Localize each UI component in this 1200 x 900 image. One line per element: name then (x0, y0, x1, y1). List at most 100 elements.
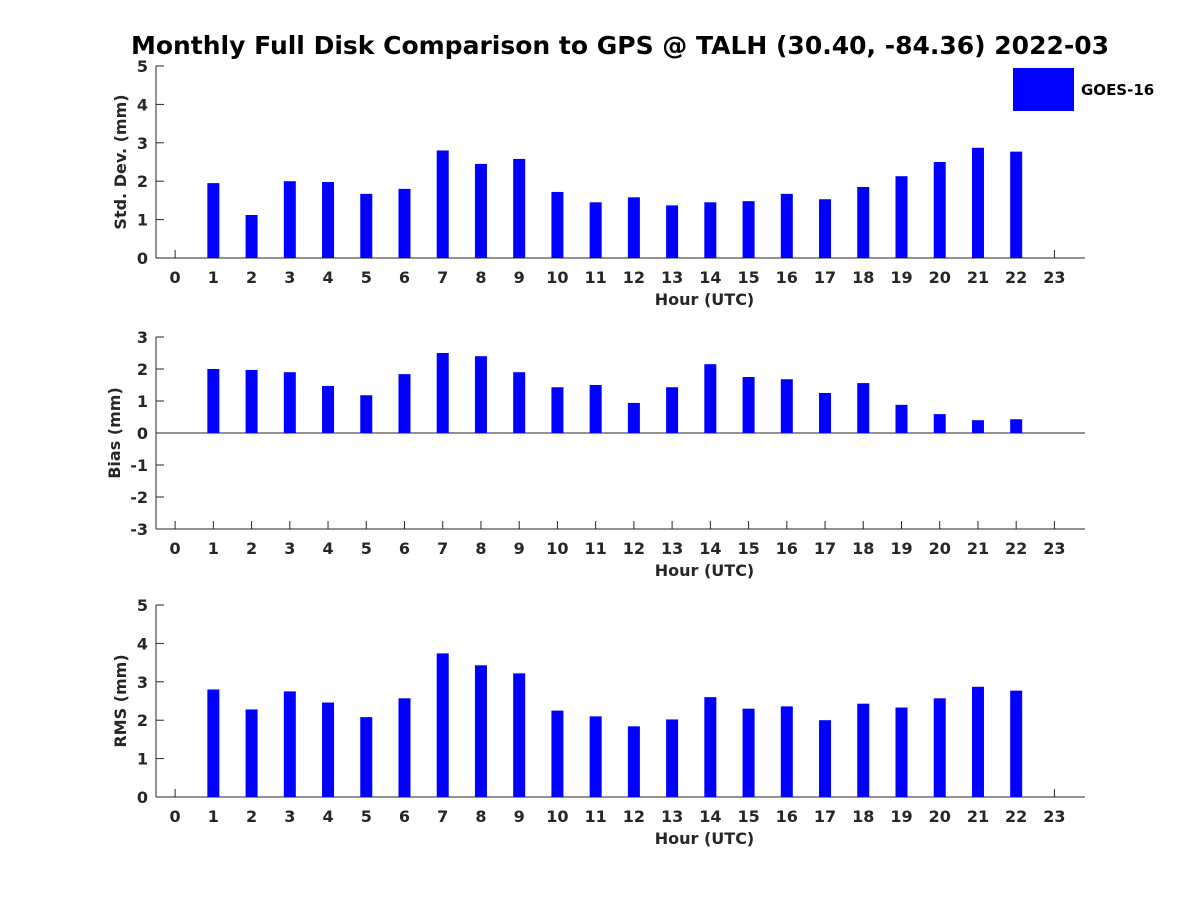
x-tick-label: 6 (399, 539, 410, 558)
bar-hour-17 (819, 199, 832, 258)
bar-hour-21 (971, 147, 984, 258)
x-tick-label: 8 (475, 268, 486, 287)
bar-hour-11 (589, 385, 602, 433)
bar-hour-16 (780, 193, 793, 258)
bar-hour-6 (398, 374, 411, 433)
bar-hour-1 (207, 369, 220, 433)
x-tick-label: 12 (623, 268, 645, 287)
bar-hour-5 (360, 717, 373, 797)
x-tick-label: 21 (967, 807, 989, 826)
x-tick-label: 8 (475, 807, 486, 826)
x-tick-label: 0 (170, 807, 181, 826)
x-tick-label: 21 (967, 539, 989, 558)
x-tick-label: 9 (514, 807, 525, 826)
x-tick-label: 11 (585, 268, 607, 287)
bar-hour-20 (933, 414, 946, 433)
bar-hour-3 (283, 691, 296, 797)
x-tick-label: 20 (929, 807, 951, 826)
x-tick-label: 9 (514, 539, 525, 558)
x-tick-label: 9 (514, 268, 525, 287)
x-tick-label: 16 (776, 539, 798, 558)
bar-hour-8 (474, 163, 487, 258)
bar-hour-12 (627, 402, 640, 433)
x-tick-label: 15 (737, 268, 759, 287)
bar-hour-15 (742, 708, 755, 797)
bar-hour-4 (322, 702, 335, 797)
bar-hour-19 (895, 176, 908, 258)
x-tick-label: 5 (361, 807, 372, 826)
y-tick-label: 3 (137, 673, 148, 692)
x-axis-label: Hour (UTC) (655, 290, 755, 309)
x-tick-label: 0 (170, 539, 181, 558)
x-axis-label: Hour (UTC) (655, 829, 755, 848)
bar-hour-10 (551, 710, 564, 797)
bar-hour-4 (322, 181, 335, 258)
bar-hour-11 (589, 716, 602, 797)
bar-hour-14 (704, 697, 717, 797)
bar-hour-14 (704, 364, 717, 433)
x-tick-label: 19 (890, 268, 912, 287)
x-tick-label: 7 (437, 268, 448, 287)
x-tick-label: 10 (546, 539, 568, 558)
x-tick-label: 5 (361, 539, 372, 558)
x-tick-label: 18 (852, 268, 874, 287)
y-tick-label: 1 (137, 392, 148, 411)
y-tick-label: 0 (137, 249, 148, 268)
x-tick-label: 22 (1005, 539, 1027, 558)
bar-hour-6 (398, 188, 411, 258)
x-tick-label: 3 (284, 539, 295, 558)
bar-hour-22 (1010, 690, 1023, 797)
y-axis-label: Bias (mm) (105, 387, 124, 479)
bar-hour-18 (857, 383, 870, 433)
x-tick-label: 2 (246, 268, 257, 287)
bar-hour-5 (360, 193, 373, 258)
x-axis-label: Hour (UTC) (655, 561, 755, 580)
y-tick-label: 3 (137, 134, 148, 153)
chart-title: Monthly Full Disk Comparison to GPS @ TA… (131, 31, 1109, 60)
bar-hour-13 (666, 205, 679, 258)
x-tick-label: 18 (852, 539, 874, 558)
x-tick-label: 16 (776, 807, 798, 826)
bar-hour-9 (513, 158, 526, 258)
bar-hour-17 (819, 720, 832, 797)
y-tick-label: 2 (137, 711, 148, 730)
bar-hour-20 (933, 162, 946, 258)
bar-hour-1 (207, 183, 220, 258)
y-tick-label: 2 (137, 172, 148, 191)
x-tick-label: 22 (1005, 268, 1027, 287)
bar-hour-22 (1010, 419, 1023, 433)
y-tick-label: 4 (137, 95, 148, 114)
x-tick-label: 23 (1043, 539, 1065, 558)
bar-hour-4 (322, 385, 335, 433)
bar-hour-21 (971, 686, 984, 797)
x-tick-label: 17 (814, 539, 836, 558)
x-tick-label: 0 (170, 268, 181, 287)
bar-hour-14 (704, 202, 717, 258)
x-tick-label: 4 (322, 539, 333, 558)
x-tick-label: 13 (661, 539, 683, 558)
bar-hour-5 (360, 395, 373, 433)
bar-hour-11 (589, 202, 602, 258)
bar-hour-12 (627, 726, 640, 797)
y-tick-label: 3 (137, 328, 148, 347)
x-tick-label: 2 (246, 539, 257, 558)
bar-hour-19 (895, 404, 908, 433)
x-tick-label: 5 (361, 268, 372, 287)
bar-hour-10 (551, 191, 564, 258)
x-tick-label: 14 (699, 807, 721, 826)
bar-hour-8 (474, 356, 487, 433)
y-tick-label: 1 (137, 211, 148, 230)
bar-hour-21 (971, 420, 984, 433)
x-tick-label: 4 (322, 268, 333, 287)
x-tick-label: 13 (661, 807, 683, 826)
y-tick-label: -1 (130, 456, 148, 475)
x-tick-label: 18 (852, 807, 874, 826)
x-tick-label: 12 (623, 807, 645, 826)
x-tick-label: 1 (208, 268, 219, 287)
x-tick-label: 12 (623, 539, 645, 558)
bar-hour-9 (513, 673, 526, 797)
y-tick-label: 2 (137, 360, 148, 379)
